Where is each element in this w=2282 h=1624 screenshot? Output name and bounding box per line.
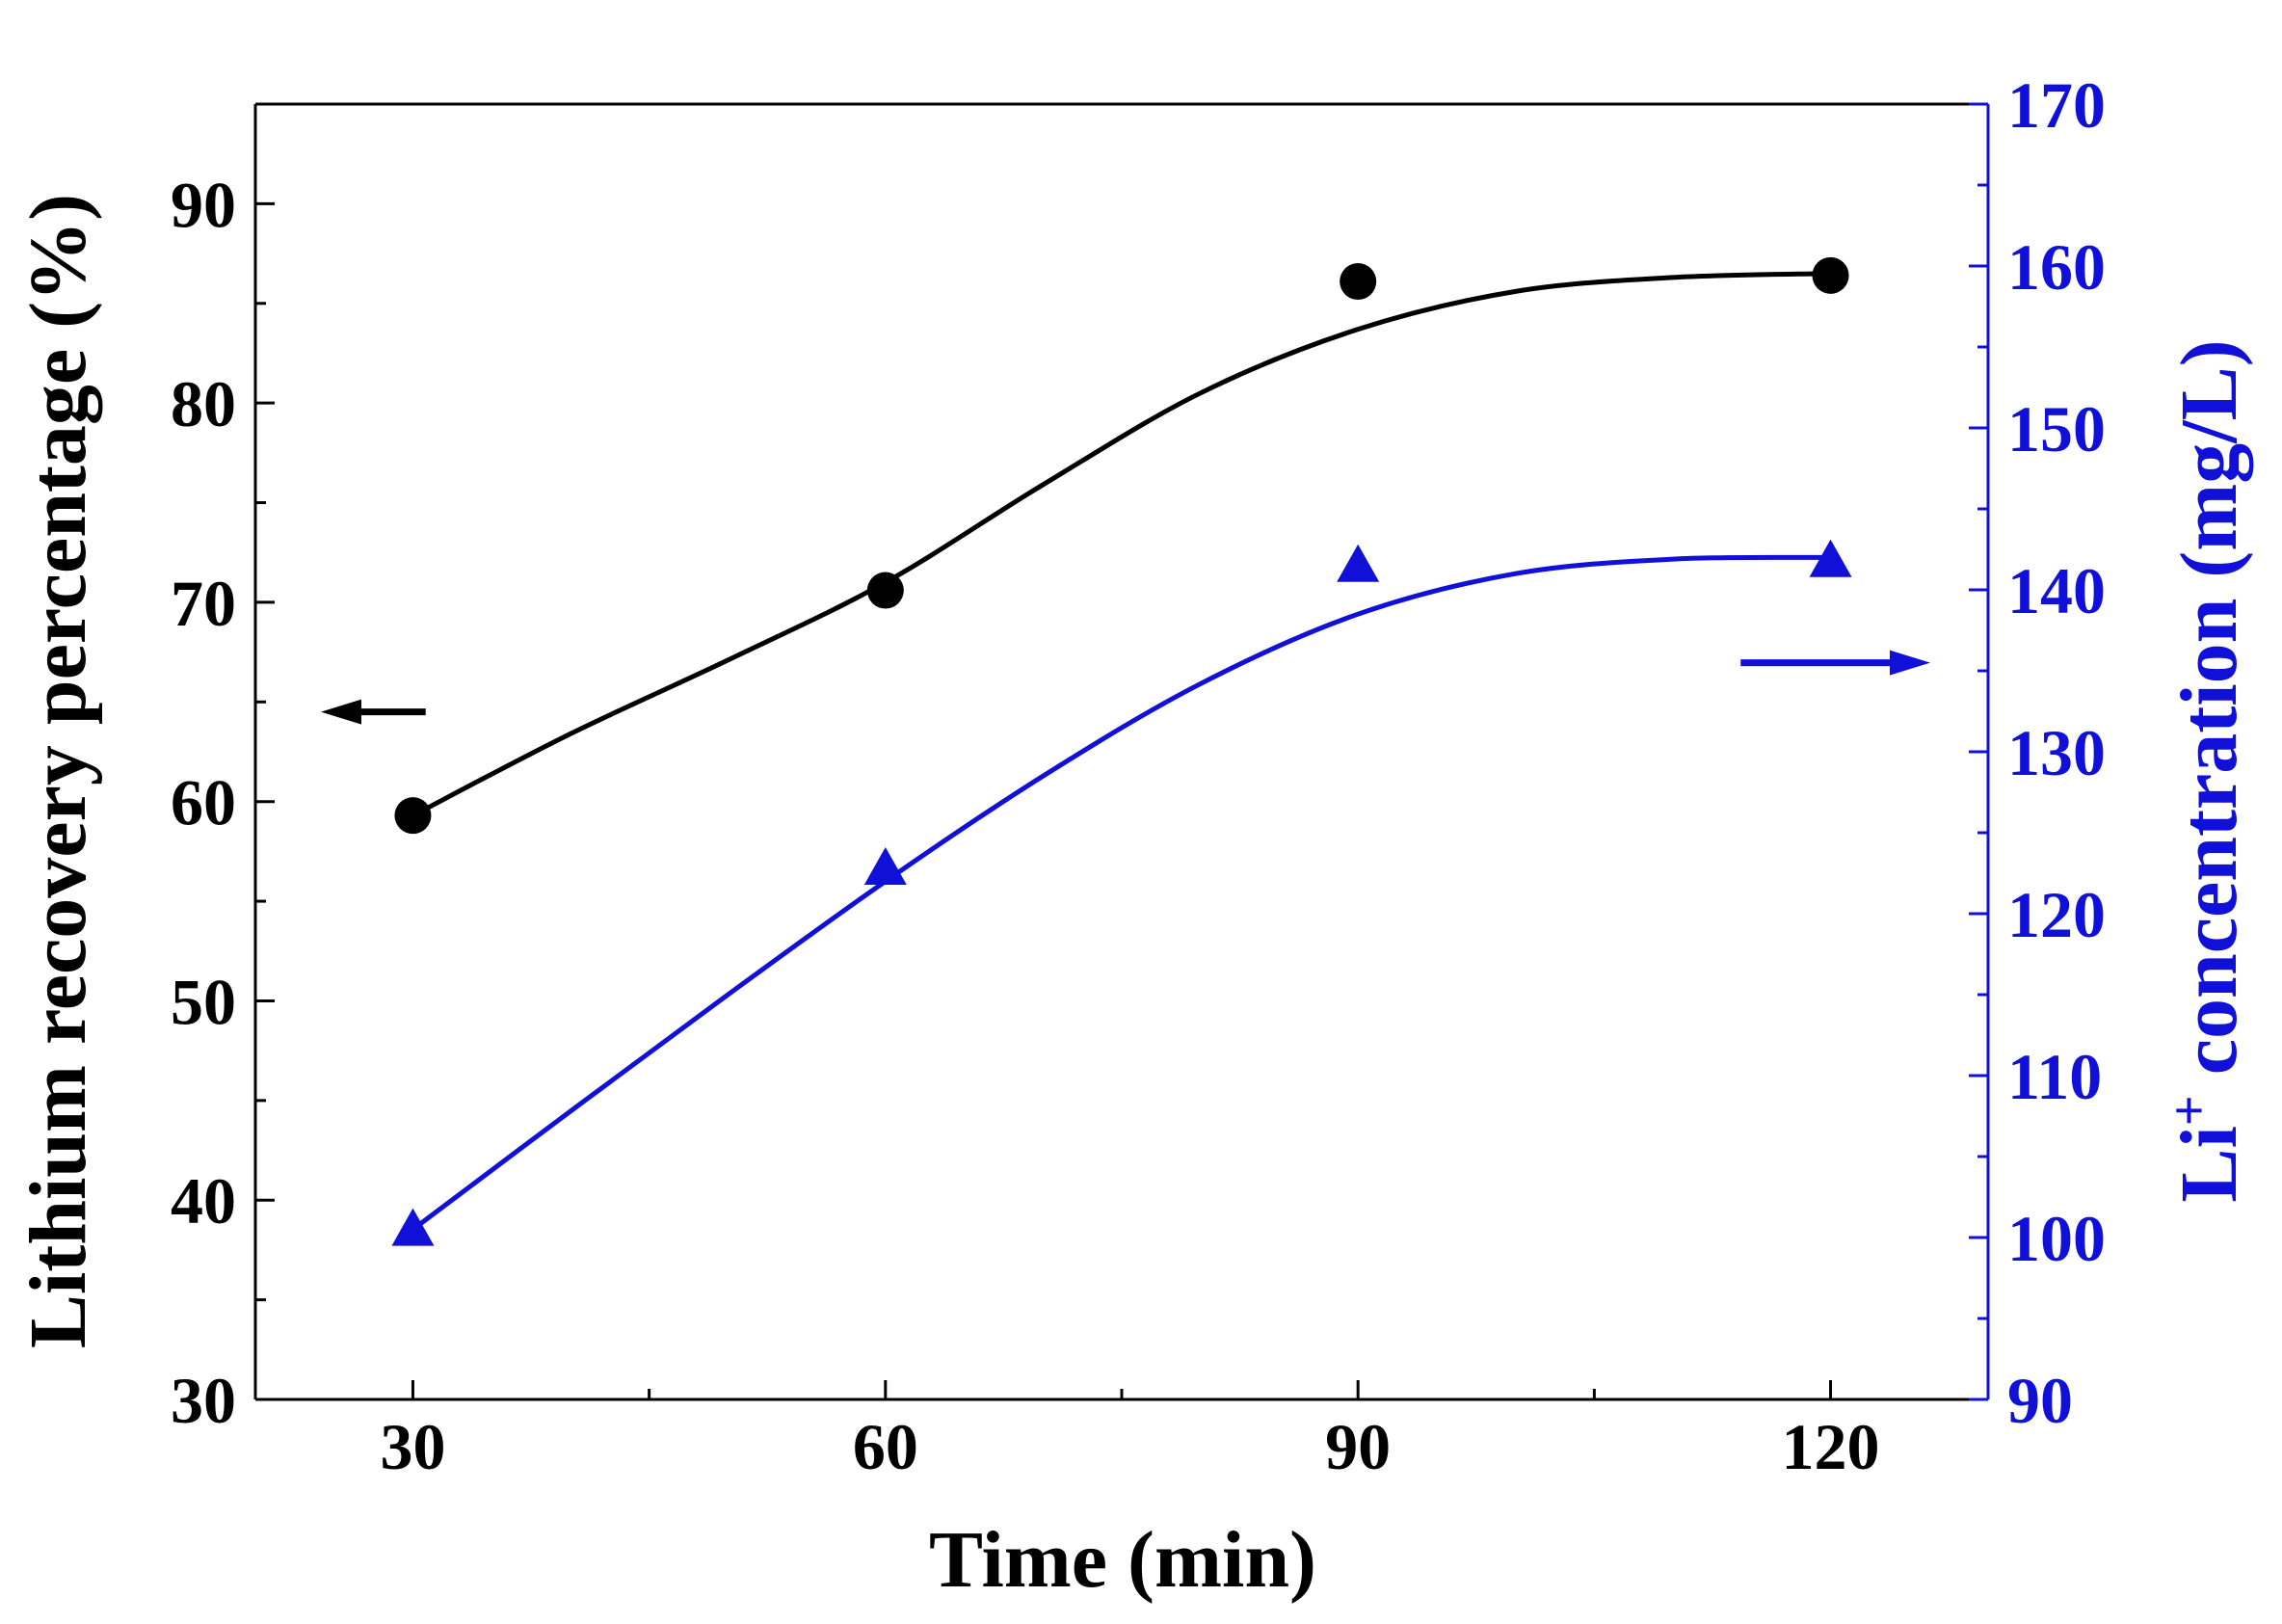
left-y-tick-label: 80 xyxy=(171,367,236,440)
right-y-tick-label: 110 xyxy=(2007,1040,2102,1113)
left-y-tick-label: 60 xyxy=(171,766,236,839)
x-tick-label: 120 xyxy=(1782,1410,1880,1483)
right-y-tick-label: 170 xyxy=(2007,68,2106,142)
axis-arrows xyxy=(321,650,1930,725)
left-y-tick-label: 90 xyxy=(171,168,236,241)
right-y-tick-label: 120 xyxy=(2007,878,2106,951)
concentration-point xyxy=(1809,539,1852,577)
concentration-point xyxy=(1337,544,1380,582)
right-axis-arrow-head xyxy=(1890,650,1930,676)
right-y-axis-title-rest: concentration (mg/L) xyxy=(2164,339,2254,1095)
left-y-tick-label: 30 xyxy=(171,1364,236,1437)
x-tick-label: 30 xyxy=(380,1410,445,1483)
x-axis-title: Time (min) xyxy=(929,1515,1316,1605)
data-markers xyxy=(391,256,1852,1246)
left-y-tick-label: 50 xyxy=(171,965,236,1038)
x-tick-label: 90 xyxy=(1325,1410,1391,1483)
concentration-fit-line xyxy=(411,554,1831,1232)
recovery-point xyxy=(394,797,432,835)
left-y-tick-label: 70 xyxy=(171,567,236,640)
left-axis-arrow-head xyxy=(321,699,361,725)
recovery-fit-line xyxy=(411,271,1831,818)
right-y-tick-label: 160 xyxy=(2007,230,2106,304)
right-y-tick-label: 150 xyxy=(2007,392,2106,466)
recovery-point xyxy=(866,572,904,609)
recovery-point xyxy=(1812,256,1849,294)
concentration-point xyxy=(391,1208,435,1246)
left-y-tick-label: 40 xyxy=(171,1164,236,1238)
fit-lines xyxy=(411,271,1831,1232)
concentration-point xyxy=(863,846,907,885)
right-y-tick-label: 90 xyxy=(2007,1364,2073,1437)
axes: 30 60 90 120 30 40 50 60 70 80 90 90 100 110 120 130 140… xyxy=(171,68,2106,1483)
right-y-axis-title-base: Li xyxy=(2164,1126,2254,1202)
right-y-axis-title-superscript: + xyxy=(2160,1095,2219,1126)
left-y-axis-title: Lithium recovery percentage (%) xyxy=(13,194,103,1348)
right-y-axis-title: Li+ concentration (mg/L) xyxy=(2160,339,2254,1202)
recovery-point xyxy=(1340,263,1377,301)
right-y-tick-label: 130 xyxy=(2007,716,2106,789)
right-y-tick-label: 100 xyxy=(2007,1202,2106,1275)
x-tick-label: 60 xyxy=(853,1410,918,1483)
right-y-tick-label: 140 xyxy=(2007,554,2106,627)
